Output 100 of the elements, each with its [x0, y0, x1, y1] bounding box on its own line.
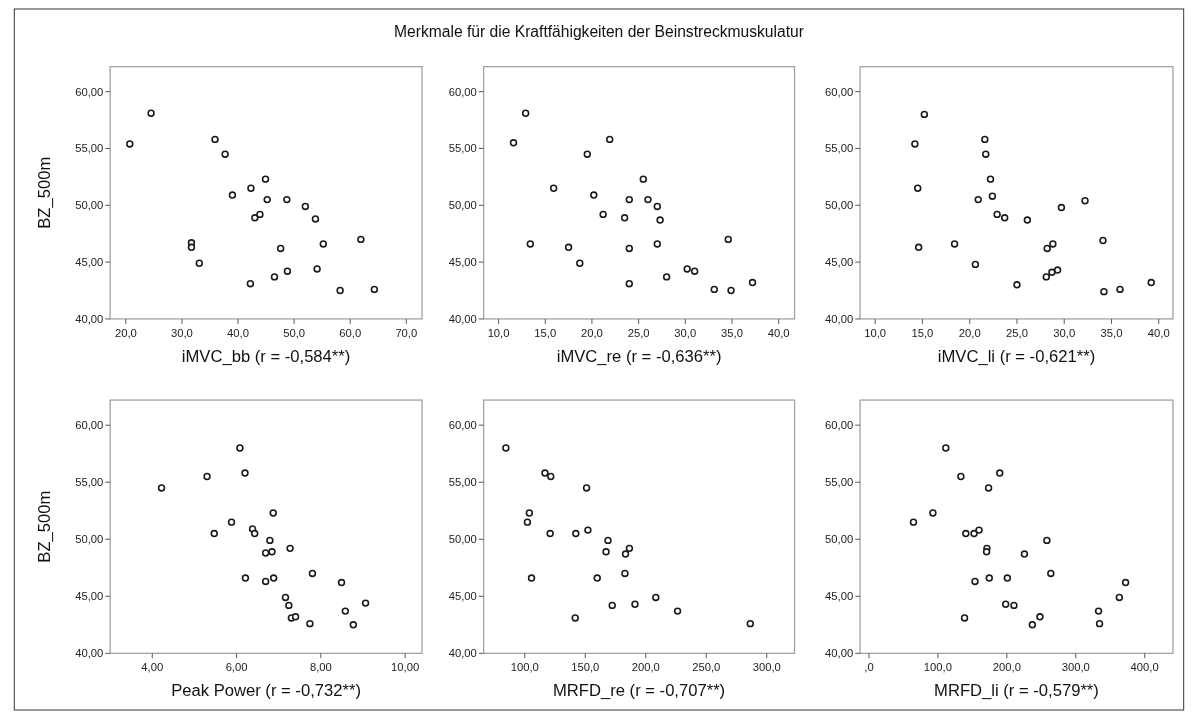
point — [547, 472, 555, 481]
y-tick-label: 60,00 — [448, 85, 477, 98]
point — [604, 536, 612, 545]
point — [653, 240, 662, 248]
point — [349, 621, 358, 629]
x-tick-label: 15,0 — [911, 326, 934, 339]
point — [509, 139, 518, 147]
x-tick-label: 30,0 — [1053, 326, 1076, 339]
point — [361, 599, 370, 607]
point — [1048, 268, 1056, 277]
x-tick-label: 100,0 — [923, 660, 952, 673]
point — [281, 593, 290, 602]
y-tick-label: 50,00 — [825, 199, 854, 212]
point — [1099, 236, 1107, 245]
y-axis-title: BZ_500m — [34, 156, 54, 229]
x-tick-label: 6,00 — [225, 660, 248, 673]
x-tick-label: 30,0 — [674, 326, 697, 339]
point — [126, 140, 134, 148]
point — [227, 518, 236, 526]
x-tick-label: 8,00 — [309, 660, 332, 673]
point — [572, 529, 580, 538]
point — [319, 240, 328, 248]
point — [1095, 619, 1104, 628]
point — [583, 150, 591, 158]
point — [269, 509, 277, 517]
y-tick-label: 40,00 — [448, 312, 477, 325]
point — [909, 518, 918, 526]
point — [1147, 278, 1155, 287]
point — [283, 267, 292, 275]
point — [608, 601, 616, 610]
y-tick-label: 60,00 — [75, 419, 104, 432]
point — [986, 175, 995, 183]
point — [582, 484, 591, 492]
y-axis-title: BZ_500m — [34, 490, 54, 563]
x-tick-label: 100,0 — [510, 660, 539, 673]
point — [308, 569, 317, 578]
x-tick-label: 70,0 — [395, 326, 418, 339]
point — [311, 215, 320, 223]
point — [727, 286, 735, 295]
y-tick-label: 55,00 — [75, 142, 104, 155]
point — [690, 267, 699, 275]
x-tick-label: 20,0 — [114, 326, 137, 339]
y-tick-label: 50,00 — [448, 533, 477, 546]
y-tick-label: 40,00 — [825, 312, 854, 325]
point — [957, 472, 965, 481]
point — [1049, 240, 1057, 248]
y-tick-label: 40,00 — [75, 312, 104, 325]
y-tick-label: 55,00 — [448, 142, 477, 155]
point — [564, 243, 573, 252]
point — [286, 544, 294, 553]
y-tick-label: 40,00 — [448, 647, 477, 660]
point — [962, 529, 970, 538]
point — [652, 593, 660, 602]
x-axis-title: MRFD_re (r = -0,707**) — [553, 681, 726, 701]
point — [285, 601, 293, 610]
point — [1020, 550, 1029, 558]
point — [241, 574, 250, 582]
point — [602, 548, 610, 556]
point — [746, 619, 754, 628]
point — [639, 175, 647, 183]
point — [1081, 197, 1089, 205]
point — [526, 240, 535, 248]
point — [590, 191, 598, 199]
point — [914, 243, 923, 252]
point — [993, 210, 1001, 219]
point — [341, 607, 350, 615]
y-tick-label: 45,00 — [448, 590, 477, 603]
point — [920, 110, 929, 119]
point — [250, 529, 259, 538]
point — [527, 574, 536, 582]
point — [313, 265, 321, 273]
point — [1003, 574, 1012, 582]
point — [599, 210, 607, 219]
point — [625, 195, 633, 204]
y-tick-label: 45,00 — [825, 590, 854, 603]
x-axis-title: iMVC_re (r = -0,636**) — [556, 346, 722, 366]
x-tick-label: 4,00 — [141, 660, 164, 673]
point — [1100, 287, 1108, 296]
point — [211, 135, 219, 144]
y-tick-label: 50,00 — [75, 533, 104, 546]
point — [246, 279, 255, 288]
point — [502, 444, 510, 452]
x-tick-label: 10,00 — [391, 660, 420, 673]
y-tick-label: 60,00 — [825, 419, 854, 432]
point — [291, 613, 300, 621]
x-tick-label: 300,0 — [1061, 660, 1090, 673]
point — [683, 265, 691, 273]
point — [571, 614, 579, 622]
point — [971, 260, 980, 269]
point — [525, 509, 534, 517]
point — [748, 278, 757, 287]
point — [270, 273, 279, 281]
point — [981, 135, 989, 144]
point — [982, 548, 991, 556]
x-axis-title: iMVC_li (r = -0,621**) — [937, 346, 1096, 366]
point — [625, 244, 633, 253]
point — [942, 444, 950, 452]
x-tick-label: 200,0 — [992, 660, 1021, 673]
x-tick-label: 40,0 — [767, 326, 790, 339]
point — [605, 135, 614, 144]
